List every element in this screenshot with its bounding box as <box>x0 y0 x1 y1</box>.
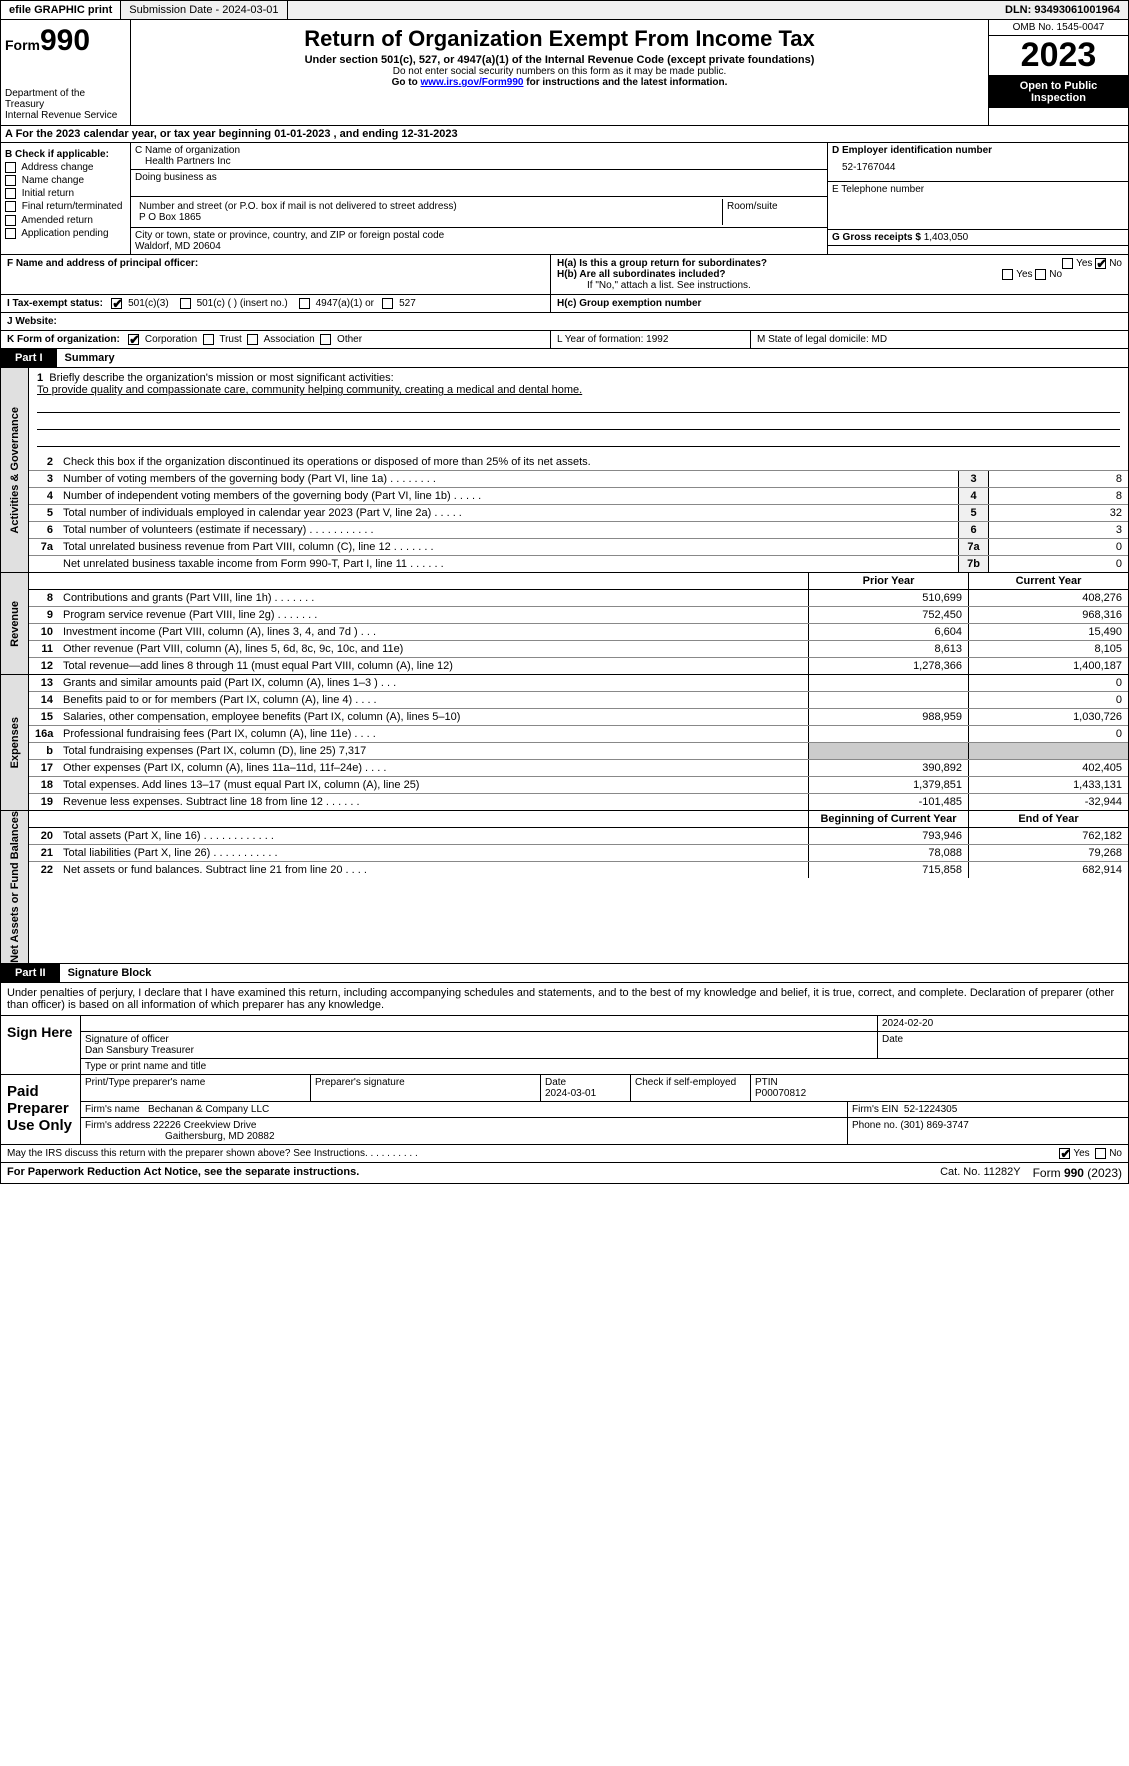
discuss-yes-checkbox[interactable] <box>1059 1148 1070 1159</box>
firm-ein: 52-1224305 <box>904 1104 957 1115</box>
website-label: J Website: <box>7 316 57 327</box>
firm-addr: 22226 Creekview Drive <box>153 1120 256 1131</box>
hb-no-checkbox[interactable] <box>1035 269 1046 280</box>
part2-header: Part II Signature Block <box>0 964 1129 983</box>
perjury-statement: Under penalties of perjury, I declare th… <box>0 983 1129 1016</box>
ha-yes-checkbox[interactable] <box>1062 258 1073 269</box>
state-domicile: M State of legal domicile: MD <box>751 331 1128 348</box>
corp-checkbox[interactable] <box>128 334 139 345</box>
firm-name: Bechanan & Company LLC <box>148 1104 269 1115</box>
efile-label: efile GRAPHIC print <box>1 1 121 19</box>
tab-revenue: Revenue <box>1 573 29 674</box>
irs-link[interactable]: www.irs.gov/Form990 <box>420 77 523 88</box>
section-a: A For the 2023 calendar year, or tax yea… <box>0 126 1129 143</box>
submission-date: Submission Date - 2024-03-01 <box>121 1 287 19</box>
hb-yes-checkbox[interactable] <box>1002 269 1013 280</box>
dln: DLN: 93493061001964 <box>997 1 1128 19</box>
mission-text: To provide quality and compassionate car… <box>37 384 582 396</box>
discuss-no-checkbox[interactable] <box>1095 1148 1106 1159</box>
sign-date: 2024-02-20 <box>878 1016 1128 1031</box>
firm-phone: (301) 869-3747 <box>900 1120 968 1131</box>
tab-net-assets: Net Assets or Fund Balances <box>1 811 29 963</box>
org-name: Health Partners Inc <box>135 156 823 167</box>
gross-receipts: 1,403,050 <box>924 232 969 243</box>
501c3-checkbox[interactable] <box>111 298 122 309</box>
prep-date: 2024-03-01 <box>545 1088 596 1099</box>
form-title: Return of Organization Exempt From Incom… <box>135 26 984 52</box>
dept-treasury: Department of the Treasury <box>5 88 126 110</box>
tab-governance: Activities & Governance <box>1 368 29 572</box>
top-bar: efile GRAPHIC print Submission Date - 20… <box>0 0 1129 20</box>
ptin: P00070812 <box>755 1088 806 1099</box>
entity-info: B Check if applicable: Address change Na… <box>0 143 1129 255</box>
form-subtitle: Under section 501(c), 527, or 4947(a)(1)… <box>135 54 984 66</box>
dept-irs: Internal Revenue Service <box>5 110 126 121</box>
row-f-h: F Name and address of principal officer:… <box>0 255 1129 295</box>
officer-name: Dan Sansbury Treasurer <box>85 1045 194 1056</box>
paid-preparer: Paid Preparer Use Only Print/Type prepar… <box>0 1075 1129 1145</box>
org-city: Waldorf, MD 20604 <box>135 241 823 252</box>
tax-year: 2023 <box>989 36 1128 76</box>
page-footer: For Paperwork Reduction Act Notice, see … <box>0 1163 1129 1184</box>
form-header: Form990 Department of the Treasury Inter… <box>0 20 1129 126</box>
ha-no-checkbox[interactable] <box>1095 258 1106 269</box>
year-formation: L Year of formation: 1992 <box>551 331 751 348</box>
org-address: P O Box 1865 <box>139 212 718 223</box>
sign-here: Sign Here 2024-02-20 Signature of office… <box>0 1016 1129 1075</box>
tab-expenses: Expenses <box>1 675 29 810</box>
part1-header: Part I Summary <box>0 349 1129 368</box>
omb-number: OMB No. 1545-0047 <box>989 20 1128 36</box>
open-inspection: Open to Public Inspection <box>989 76 1128 108</box>
ein: 52-1767044 <box>832 156 1124 179</box>
